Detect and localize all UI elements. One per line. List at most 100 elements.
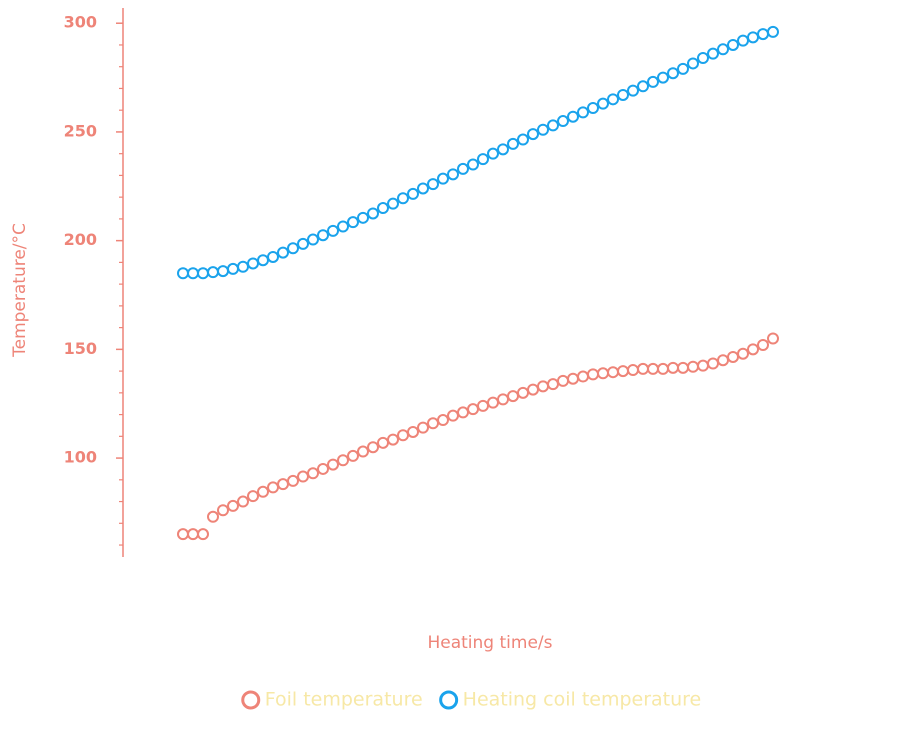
- point: [407, 425, 419, 438]
- point: [437, 414, 449, 427]
- y-tick-label: 250: [64, 121, 97, 140]
- legend-marker: [241, 690, 261, 710]
- point: [727, 38, 739, 51]
- point: [617, 88, 629, 101]
- point: [247, 257, 259, 270]
- point: [377, 202, 389, 215]
- point: [667, 361, 679, 374]
- point: [587, 102, 599, 115]
- point: [237, 260, 249, 273]
- y-tick-label: 300: [64, 13, 97, 32]
- y-tick-label: 200: [64, 230, 97, 249]
- point: [717, 354, 729, 367]
- point: [357, 211, 369, 224]
- point: [287, 474, 299, 487]
- point: [317, 229, 329, 242]
- point: [337, 220, 349, 233]
- point: [647, 362, 659, 375]
- point: [547, 378, 559, 391]
- point: [267, 481, 279, 494]
- point: [747, 343, 759, 356]
- point: [387, 433, 399, 446]
- point: [667, 67, 679, 80]
- legend-label: Foil temperature: [265, 689, 423, 711]
- point: [467, 158, 479, 171]
- point: [637, 80, 649, 93]
- point: [417, 421, 429, 434]
- y-tick-label: 100: [64, 448, 97, 467]
- point: [447, 409, 459, 422]
- point: [597, 367, 609, 380]
- point: [427, 178, 439, 191]
- legend-label: Heating coil temperature: [463, 689, 702, 711]
- point: [587, 368, 599, 381]
- point: [287, 242, 299, 255]
- point: [727, 350, 739, 363]
- point: [627, 364, 639, 377]
- point: [617, 365, 629, 378]
- point: [637, 362, 649, 375]
- point: [687, 57, 699, 70]
- point: [677, 62, 689, 75]
- point: [247, 490, 259, 503]
- point: [277, 246, 289, 259]
- point: [327, 224, 339, 237]
- point: [357, 445, 369, 458]
- point: [507, 390, 519, 403]
- point: [517, 386, 529, 399]
- point: [657, 362, 669, 375]
- point: [737, 347, 749, 360]
- point: [537, 380, 549, 393]
- point: [567, 372, 579, 385]
- legend-marker: [439, 690, 459, 710]
- point: [497, 143, 509, 156]
- point: [307, 233, 319, 246]
- point: [297, 470, 309, 483]
- point: [387, 197, 399, 210]
- point: [507, 137, 519, 150]
- point: [407, 187, 419, 200]
- point: [707, 357, 719, 370]
- point: [427, 417, 439, 430]
- point: [487, 147, 499, 160]
- point: [547, 119, 559, 132]
- point: [457, 406, 469, 419]
- point: [187, 528, 199, 541]
- point: [307, 467, 319, 480]
- point: [527, 383, 539, 396]
- point: [267, 250, 279, 263]
- point: [487, 396, 499, 409]
- point: [327, 458, 339, 471]
- point: [477, 153, 489, 166]
- point: [367, 441, 379, 454]
- point: [217, 504, 229, 517]
- point: [297, 237, 309, 250]
- point: [717, 43, 729, 56]
- point: [627, 84, 639, 97]
- point: [657, 71, 669, 84]
- x-axis-title: Heating time/s: [427, 633, 552, 653]
- point: [757, 28, 769, 41]
- point: [607, 93, 619, 106]
- point: [227, 499, 239, 512]
- point: [747, 31, 759, 44]
- point: [767, 25, 779, 38]
- point: [697, 359, 709, 372]
- point: [197, 267, 209, 280]
- point: [257, 254, 269, 267]
- point: [707, 47, 719, 60]
- point: [277, 478, 289, 491]
- point: [377, 436, 389, 449]
- point: [397, 429, 409, 442]
- point: [207, 266, 219, 279]
- y-tick-label: 150: [64, 339, 97, 358]
- point: [197, 528, 209, 541]
- point: [397, 192, 409, 205]
- point: [757, 339, 769, 352]
- point: [437, 172, 449, 185]
- point: [497, 393, 509, 406]
- point: [517, 133, 529, 146]
- point: [337, 454, 349, 467]
- point: [347, 449, 359, 462]
